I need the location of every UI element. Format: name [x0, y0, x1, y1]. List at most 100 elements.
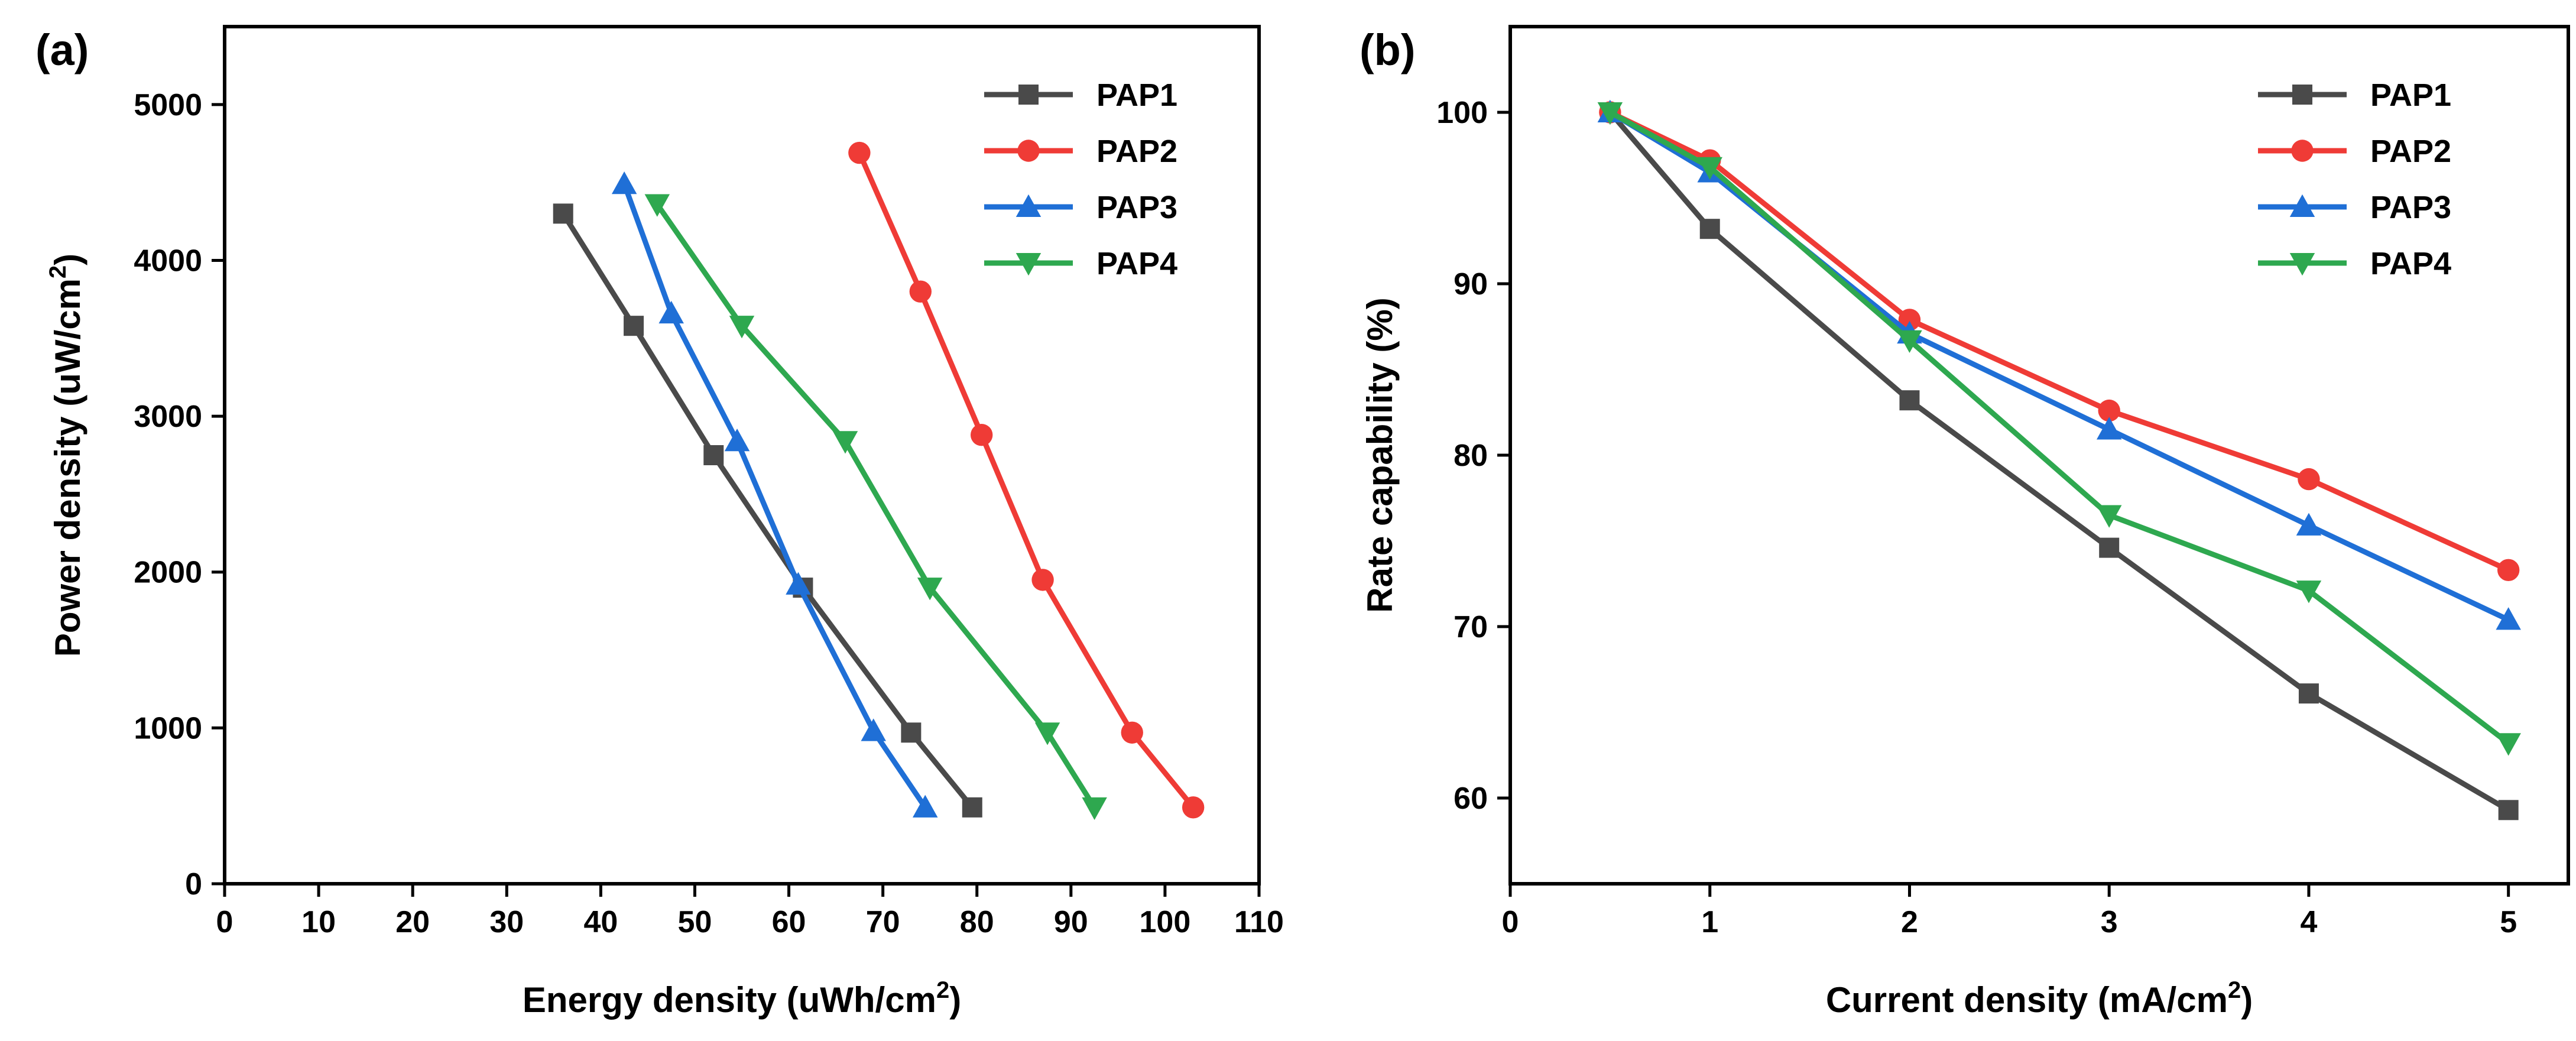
- panel-b-point-pap1: [1899, 390, 1920, 411]
- panel-a-legend-marker-pap4: [1016, 253, 1042, 276]
- panel-a-series: [553, 141, 1205, 821]
- panel-b-y-tick-label: 70: [1454, 610, 1488, 644]
- panel-a-point-pap2: [848, 141, 871, 164]
- panel-b-legend-label-pap3: PAP3: [2370, 190, 2451, 225]
- panel-a-point-pap4: [917, 578, 943, 601]
- panel-a-y-title-sup: 2: [45, 265, 71, 278]
- panel-b-series: [1597, 99, 2521, 821]
- panel-b-point-pap4: [1897, 330, 1922, 353]
- panel-b-x-title-end: ): [2241, 980, 2253, 1020]
- panel-b-point-pap4: [2496, 733, 2521, 756]
- panel-a-point-pap1: [553, 203, 573, 224]
- panel-b-legend-marker-pap1: [2292, 85, 2312, 105]
- panel-a-x-tick-label: 0: [216, 905, 233, 939]
- panel-b-legend-marker-pap3: [2289, 194, 2315, 217]
- panel-a-y-tick-label: 4000: [134, 244, 202, 278]
- panel-b-series-line-pap2: [1608, 109, 2510, 573]
- panel-a-point-pap3: [861, 718, 886, 741]
- panel-b-point-pap3: [2496, 607, 2521, 630]
- panel-b-y-axis-title: Rate capability (%): [1360, 297, 1400, 612]
- panel-a-y-tick-label: 5000: [134, 88, 202, 122]
- panel-a-point-pap1: [901, 722, 922, 743]
- panel-b-legend: PAP1 PAP2 PAP3 PAP4: [2258, 77, 2451, 281]
- panel-b-x-tick-label: 5: [2500, 905, 2517, 939]
- panel-b-point-pap4: [2296, 581, 2322, 604]
- panel-a-point-pap2: [1031, 569, 1054, 591]
- panel-a-x-tick-label: 80: [960, 905, 994, 939]
- panel-b: (b) 0 1 2 3 4 5 60 70 80 90 100 PAP1 PAP2 PAP3 PAP4 C…: [1360, 25, 2570, 1020]
- panel-b-point-pap2: [1898, 309, 1921, 331]
- panel-b-x-tick-label: 3: [2101, 905, 2118, 939]
- panel-a-series-line-pap3: [621, 183, 927, 809]
- panel-a-legend-marker-pap3: [1016, 194, 1042, 217]
- panel-a-x-tick-label: 10: [301, 905, 336, 939]
- panel-a-point-pap2: [1182, 796, 1205, 819]
- panel-b-point-pap2: [2497, 559, 2520, 581]
- panel-a-legend-label-pap3: PAP3: [1096, 190, 1177, 225]
- panel-b-x-tick-label: 4: [2300, 905, 2317, 939]
- panel-b-x-title-main: Current density (mA/cm: [1826, 980, 2228, 1020]
- panel-a-y-tick-label: 3000: [134, 400, 202, 434]
- panel-a-x-title-end: ): [949, 980, 961, 1020]
- panel-a-plot-frame: [223, 25, 1261, 886]
- panel-b-legend-label-pap1: PAP1: [2370, 77, 2451, 113]
- panel-a-series-line-pap4: [655, 202, 1097, 809]
- panel-b-point-pap1: [1699, 219, 1720, 239]
- panel-b-series-line-pap3: [1608, 110, 2510, 622]
- panel-a-x-tick-label: 50: [678, 905, 712, 939]
- panel-b-x-tick-label: 0: [1502, 905, 1519, 939]
- panel-a-point-pap1: [962, 797, 982, 818]
- panel-b-y-tick-label: 90: [1454, 267, 1488, 301]
- panel-b-point-pap2: [2298, 468, 2320, 491]
- panel-a-y-tick-label: 1000: [134, 711, 202, 745]
- panel-a-point-pap3: [658, 300, 684, 324]
- panel-b-point-pap2: [2098, 399, 2120, 422]
- panel-a: (a) 0 10 20 30 40 50 60 70 80 90 100 110 0 1000 2000 30…: [35, 25, 1284, 1020]
- panel-a-y-title-end: ): [48, 254, 87, 265]
- panel-a-x-tick-label: 30: [489, 905, 524, 939]
- panel-b-point-pap3: [2296, 513, 2322, 536]
- panel-a-legend-label-pap1: PAP1: [1096, 77, 1177, 113]
- panel-b-point-pap4: [2096, 505, 2122, 528]
- panel-a-point-pap4: [1082, 797, 1107, 821]
- panel-a-legend-label-pap2: PAP2: [1096, 134, 1177, 169]
- panel-b-legend-label-pap2: PAP2: [2370, 134, 2451, 169]
- panel-a-x-tick-label: 60: [772, 905, 806, 939]
- panel-a-x-tick-label: 100: [1140, 905, 1191, 939]
- panel-b-label: (b): [1360, 25, 1416, 74]
- panel-b-y-tick-label: 100: [1436, 96, 1488, 130]
- panel-a-y-tick-label: 2000: [134, 556, 202, 590]
- panel-a-x-title-main: Energy density (uWh/cm: [523, 980, 936, 1020]
- panel-a-point-pap2: [1121, 721, 1143, 744]
- panel-a-x-title-sup: 2: [936, 977, 949, 1003]
- panel-a-point-pap2: [909, 280, 932, 303]
- panel-a-point-pap3: [786, 572, 811, 595]
- panel-a-x-axis-title: Energy density (uWh/cm2): [523, 977, 961, 1020]
- panel-a-point-pap4: [729, 316, 755, 339]
- panel-a-point-pap4: [832, 431, 858, 454]
- panel-b-x-axis-title: Current density (mA/cm2): [1826, 977, 2253, 1020]
- panel-b-series-line-pap4: [1608, 110, 2510, 745]
- panel-a-legend-marker-pap1: [1018, 85, 1039, 105]
- panel-b-x-title-sup: 2: [2228, 977, 2241, 1003]
- panel-a-y-axis-title: Power density (uW/cm2): [45, 254, 87, 657]
- panel-b-series-line-pap1: [1608, 111, 2510, 813]
- panel-a-point-pap3: [724, 429, 750, 452]
- panel-a-ticks: 0 10 20 30 40 50 60 70 80 90 100 110 0 1000 2000 3000 40…: [134, 88, 1284, 939]
- panel-b-point-pap1: [2298, 683, 2319, 704]
- panel-a-point-pap3: [611, 171, 637, 194]
- panel-a-legend-label-pap4: PAP4: [1096, 246, 1177, 281]
- panel-b-y-tick-label: 80: [1454, 439, 1488, 473]
- panel-b-x-tick-label: 1: [1701, 905, 1718, 939]
- panel-a-point-pap1: [624, 316, 644, 336]
- panel-b-legend-label-pap4: PAP4: [2370, 246, 2451, 281]
- panel-b-legend-marker-pap2: [2291, 140, 2314, 162]
- panel-b-point-pap1: [2498, 800, 2519, 821]
- panel-b-ticks: 0 1 2 3 4 5 60 70 80 90 100: [1436, 96, 2517, 939]
- panel-b-point-pap1: [2099, 537, 2120, 558]
- panel-b-x-tick-label: 2: [1901, 905, 1918, 939]
- panel-a-legend: PAP1 PAP2 PAP3 PAP4: [984, 77, 1177, 281]
- panel-b-point-pap4: [1697, 157, 1722, 180]
- panel-a-x-tick-label: 90: [1054, 905, 1088, 939]
